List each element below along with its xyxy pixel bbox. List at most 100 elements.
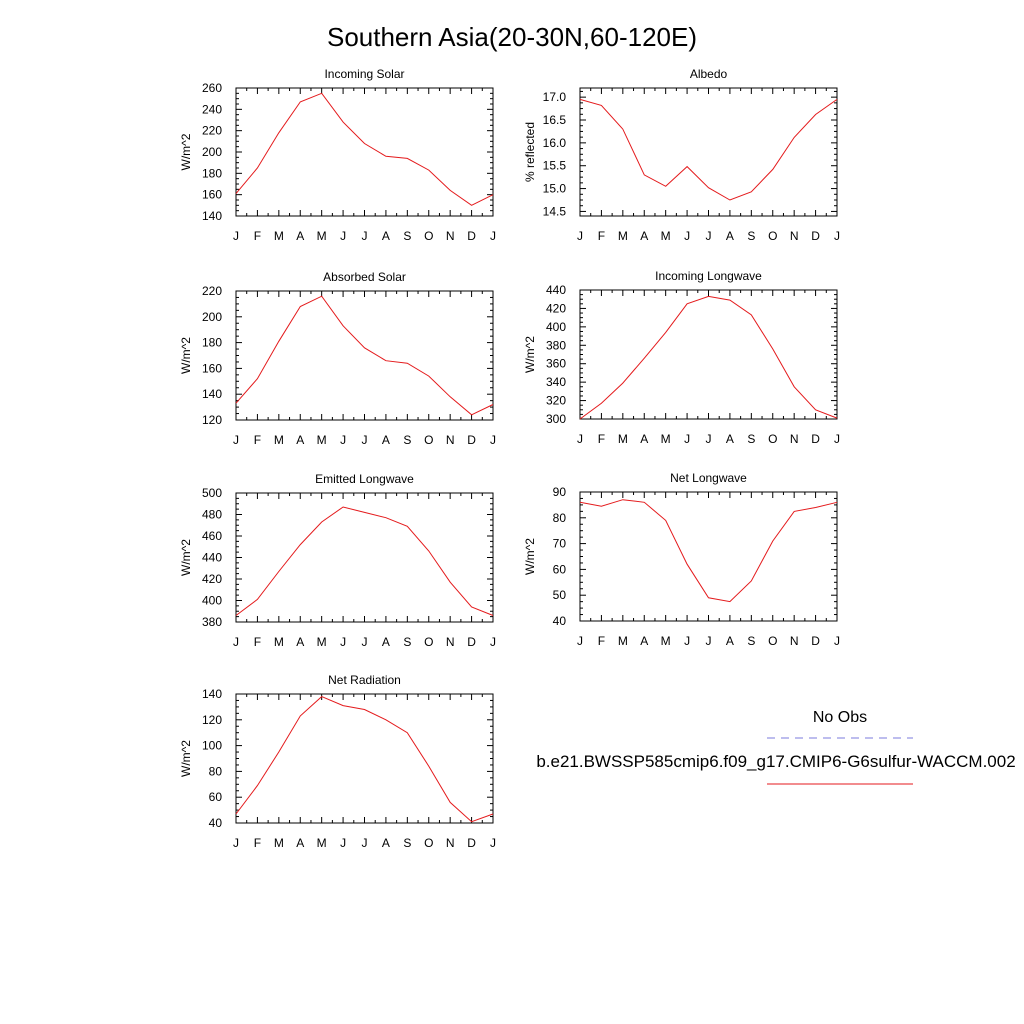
x-tick-label: M (274, 433, 284, 447)
panel-title: Incoming Longwave (655, 269, 762, 283)
plot-frame (579, 491, 838, 622)
series-line (579, 295, 838, 420)
x-tick-label: A (296, 433, 304, 447)
series-line (235, 92, 494, 206)
x-tick-label: A (726, 432, 734, 446)
y-tick-label: 15.5 (543, 159, 567, 173)
x-tick-label: A (382, 433, 390, 447)
x-tick-label: O (768, 229, 777, 243)
x-tick-label: M (661, 634, 671, 648)
x-tick-label: A (296, 635, 304, 649)
x-tick-label: S (403, 836, 411, 850)
x-tick-label: S (747, 634, 755, 648)
x-tick-label: N (446, 836, 455, 850)
y-tick-label: 400 (546, 320, 566, 334)
y-tick-label: 40 (553, 614, 567, 628)
x-tick-label: M (661, 432, 671, 446)
y-tick-label: 480 (202, 508, 222, 522)
x-tick-label: S (403, 229, 411, 243)
x-tick-label: M (661, 229, 671, 243)
series-line (235, 696, 494, 823)
y-tick-label: 380 (202, 615, 222, 629)
x-tick-label: O (768, 432, 777, 446)
y-tick-label: 80 (553, 511, 567, 525)
y-tick-label: 16.0 (543, 136, 567, 150)
x-tick-label: J (706, 229, 712, 243)
x-tick-label: F (254, 433, 261, 447)
x-tick-label: A (296, 836, 304, 850)
x-tick-label: D (467, 229, 476, 243)
y-tick-label: 90 (553, 485, 567, 499)
y-axis-label: W/m^2 (179, 740, 193, 777)
x-tick-label: J (706, 634, 712, 648)
x-tick-label: M (317, 229, 327, 243)
y-tick-label: 50 (553, 588, 567, 602)
y-tick-label: 400 (202, 594, 222, 608)
y-tick-label: 460 (202, 529, 222, 543)
x-tick-label: F (598, 634, 605, 648)
x-tick-label: N (790, 634, 799, 648)
y-tick-label: 440 (546, 283, 566, 297)
x-tick-label: N (446, 433, 455, 447)
x-tick-label: N (790, 432, 799, 446)
x-tick-label: A (382, 836, 390, 850)
x-tick-label: J (340, 836, 346, 850)
x-tick-label: A (726, 229, 734, 243)
series-line (235, 295, 494, 416)
y-tick-label: 440 (202, 551, 222, 565)
x-tick-label: J (490, 433, 496, 447)
y-tick-label: 40 (209, 816, 223, 830)
x-tick-label: J (834, 229, 840, 243)
x-tick-label: M (618, 432, 628, 446)
y-axis-label: W/m^2 (523, 336, 537, 373)
x-tick-label: M (618, 229, 628, 243)
x-tick-label: F (598, 229, 605, 243)
y-tick-label: 120 (202, 713, 222, 727)
x-tick-label: N (446, 229, 455, 243)
x-tick-label: N (790, 229, 799, 243)
panel-title: Incoming Solar (324, 67, 404, 81)
x-tick-label: J (362, 229, 368, 243)
x-tick-label: S (403, 433, 411, 447)
x-tick-label: J (233, 635, 239, 649)
page-title: Southern Asia(20-30N,60-120E) (327, 22, 697, 52)
panel-title: Net Radiation (328, 673, 401, 687)
x-tick-label: J (490, 635, 496, 649)
plot-frame (579, 87, 838, 217)
series-line (235, 506, 494, 616)
y-tick-label: 140 (202, 209, 222, 223)
x-tick-label: F (254, 229, 261, 243)
y-axis-label: W/m^2 (179, 539, 193, 576)
x-tick-label: J (684, 229, 690, 243)
x-tick-label: M (274, 635, 284, 649)
y-tick-label: 360 (546, 357, 566, 371)
x-tick-label: D (467, 433, 476, 447)
x-tick-label: A (382, 229, 390, 243)
y-tick-label: 260 (202, 81, 222, 95)
y-tick-label: 60 (209, 790, 223, 804)
x-tick-label: J (834, 432, 840, 446)
y-tick-label: 220 (202, 124, 222, 138)
x-tick-label: J (362, 836, 368, 850)
x-tick-label: J (706, 432, 712, 446)
y-tick-label: 180 (202, 166, 222, 180)
y-axis-label: % reflected (523, 122, 537, 182)
plot-frame (235, 87, 494, 217)
panel-title: Net Longwave (670, 471, 747, 485)
y-axis-label: W/m^2 (179, 133, 193, 170)
x-tick-label: S (747, 229, 755, 243)
x-tick-label: M (618, 634, 628, 648)
x-tick-label: D (467, 635, 476, 649)
x-tick-label: A (640, 229, 648, 243)
x-tick-label: J (233, 836, 239, 850)
plot-frame (579, 289, 838, 420)
legend-model-label: b.e21.BWSSP585cmip6.f09_g17.CMIP6-G6sulf… (536, 752, 1015, 771)
x-tick-label: O (424, 635, 433, 649)
